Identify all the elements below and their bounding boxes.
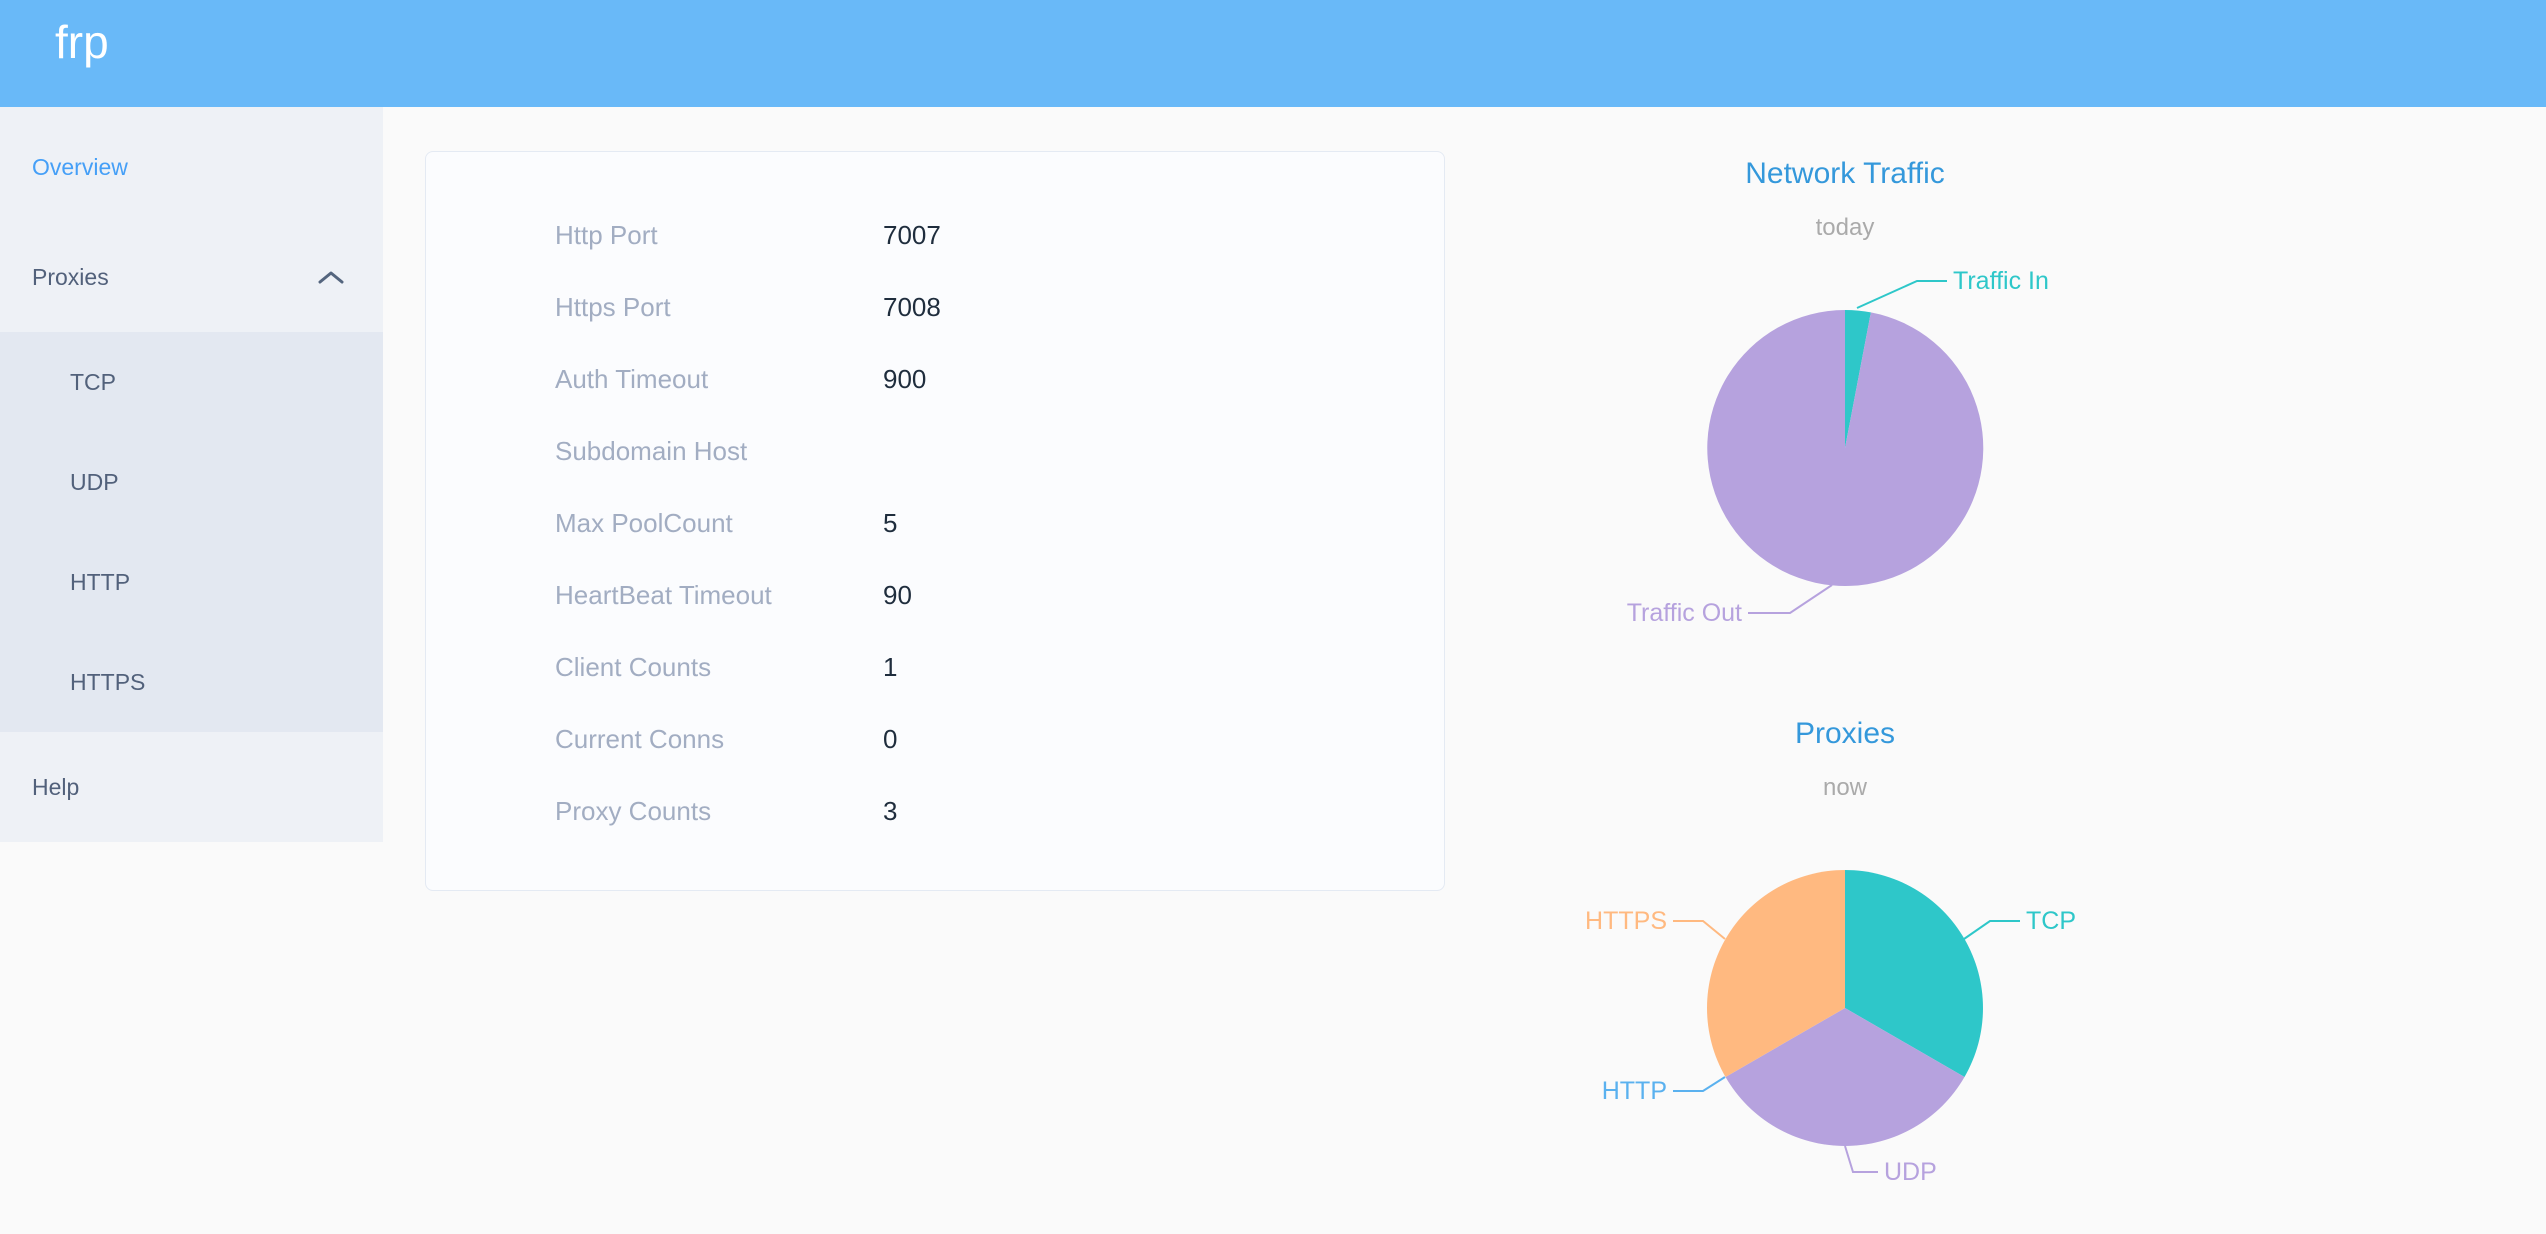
table-row: Current Conns 0 xyxy=(426,703,1444,775)
row-label: Https Port xyxy=(555,291,671,322)
chart-title-network-traffic: Network Traffic xyxy=(1745,157,1945,190)
chevron-up-icon xyxy=(318,271,344,284)
table-row: Subdomain Host xyxy=(426,415,1444,487)
sidebar-item-udp-label: UDP xyxy=(70,469,119,495)
pie-slice-https[interactable] xyxy=(1707,870,1845,1077)
sidebar-item-udp[interactable]: UDP xyxy=(0,432,383,532)
table-row: Https Port 7008 xyxy=(426,271,1444,343)
pie-label-traffic-in: Traffic In xyxy=(1953,267,2049,295)
pie-label-tcp: TCP xyxy=(2026,907,2076,935)
label-line-http xyxy=(1673,1076,1726,1092)
proxies-submenu: TCP UDP HTTP HTTPS xyxy=(0,332,383,732)
sidebar-item-help[interactable]: Help xyxy=(0,732,383,842)
sidebar-item-http[interactable]: HTTP xyxy=(0,532,383,632)
row-value: 5 xyxy=(883,507,898,538)
label-line-traffic-out xyxy=(1748,584,1833,614)
sidebar-item-tcp-label: TCP xyxy=(70,369,116,395)
pie-slice-udp[interactable] xyxy=(1725,1008,1965,1146)
server-info-rows: Http Port 7007 Https Port 7008 Auth Timeout 9… xyxy=(426,199,1444,847)
table-row: Client Counts 1 xyxy=(426,631,1444,703)
label-line-tcp xyxy=(1963,920,2020,940)
row-value: 7008 xyxy=(883,291,941,322)
sidebar-item-http-label: HTTP xyxy=(70,569,131,595)
label-line-udp xyxy=(1844,1145,1878,1173)
network-traffic-pie[interactable]: Traffic In Traffic Out xyxy=(1545,140,2145,674)
table-row: Proxy Counts 3 xyxy=(426,775,1444,847)
sidebar-item-https[interactable]: HTTPS xyxy=(0,632,383,732)
sidebar-item-https-label: HTTPS xyxy=(70,669,146,695)
row-label: Max PoolCount xyxy=(555,507,733,538)
pie-slice-traffic-out[interactable] xyxy=(1707,310,1984,586)
sidebar-item-proxies-label: Proxies xyxy=(32,264,109,290)
chart-title-proxies: Proxies xyxy=(1794,717,1896,750)
row-value: 900 xyxy=(883,363,927,394)
row-label: HeartBeat Timeout xyxy=(555,579,772,610)
app-logo: frp xyxy=(55,16,109,68)
row-value: 90 xyxy=(883,579,912,610)
pie-label-https: HTTPS xyxy=(1585,907,1667,935)
pie-label-traffic-out: Traffic Out xyxy=(1627,599,1742,627)
sidebar-item-help-label: Help xyxy=(32,774,80,800)
table-row: HeartBeat Timeout 90 xyxy=(426,559,1444,631)
app-header: frp xyxy=(0,0,2546,107)
chart-subtitle-network-traffic: today xyxy=(1815,214,1875,241)
row-label: Auth Timeout xyxy=(555,363,709,394)
row-label: Client Counts xyxy=(555,651,712,682)
row-label: Current Conns xyxy=(555,723,725,754)
row-value: 0 xyxy=(883,723,898,754)
chart-subtitle-proxies: now xyxy=(1822,774,1868,801)
label-line-https xyxy=(1673,920,1726,940)
sidebar-item-proxies[interactable]: Proxies xyxy=(0,222,383,332)
row-value: 7007 xyxy=(883,219,941,250)
pie-label-http: HTTP xyxy=(1602,1077,1667,1105)
server-info-card: Http Port 7007 Https Port 7008 Auth Timeout 9… xyxy=(425,151,1445,891)
table-row: Http Port 7007 xyxy=(426,199,1444,271)
table-row: Auth Timeout 900 xyxy=(426,343,1444,415)
pie-slice-tcp[interactable] xyxy=(1845,870,1983,1077)
sidebar-item-tcp[interactable]: TCP xyxy=(0,332,383,432)
row-label: Proxy Counts xyxy=(555,795,712,826)
row-label: Http Port xyxy=(555,219,658,250)
proxies-pie[interactable]: TCP UDP HTTP HTTPS xyxy=(1545,700,2145,1234)
row-value: 1 xyxy=(883,651,898,682)
pie-slice-traffic-in[interactable] xyxy=(1845,309,1871,448)
table-row: Max PoolCount 5 xyxy=(426,487,1444,559)
row-label: Subdomain Host xyxy=(555,435,748,466)
sidebar-item-overview[interactable]: Overview xyxy=(0,112,383,222)
sidebar: Overview Proxies TCP UDP HTTP HTTPS Help xyxy=(0,107,383,842)
network-traffic-chart: Network Traffic today Traffic In Traffic … xyxy=(1545,140,2145,674)
row-value: 3 xyxy=(883,795,898,826)
label-line-traffic-in xyxy=(1856,280,1947,309)
proxies-chart: Proxies now TCP UDP HTTP HTTPS xyxy=(1545,700,2145,1234)
pie-label-udp: UDP xyxy=(1884,1158,1937,1186)
sidebar-item-overview-label: Overview xyxy=(32,154,128,180)
